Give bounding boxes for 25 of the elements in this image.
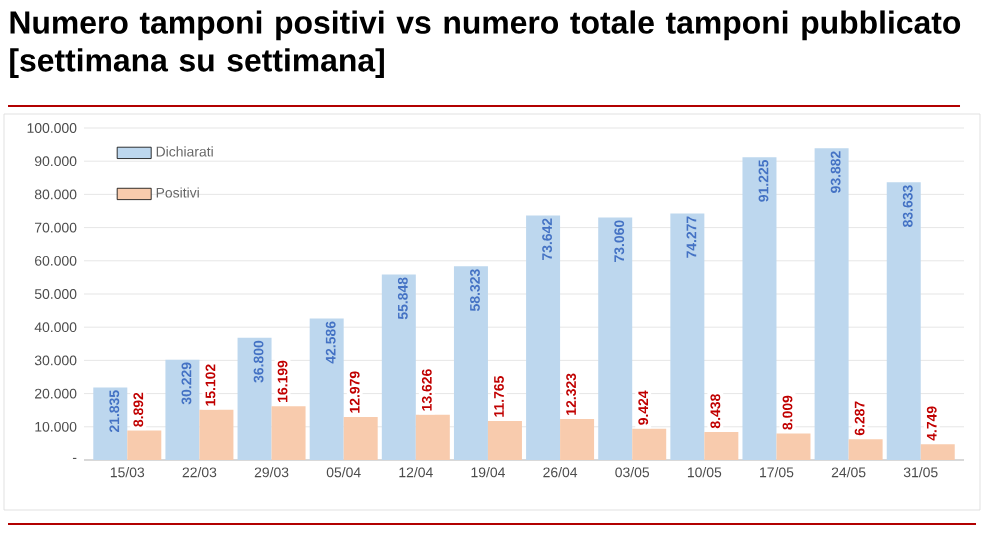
bar	[848, 439, 883, 460]
bar	[598, 217, 633, 460]
bar	[920, 444, 955, 460]
bar	[526, 215, 561, 460]
bar	[93, 387, 128, 460]
bar	[271, 406, 306, 460]
bar	[742, 157, 777, 460]
bar	[165, 359, 200, 460]
bar	[237, 337, 272, 460]
bar	[487, 420, 522, 460]
bar	[560, 419, 595, 460]
bar	[814, 148, 849, 460]
bar	[886, 182, 921, 460]
bar	[381, 274, 416, 460]
bar	[453, 266, 488, 460]
bar	[704, 431, 739, 460]
bar	[343, 416, 378, 460]
bar	[309, 318, 344, 460]
bar	[127, 430, 162, 460]
bar	[776, 433, 811, 460]
bar	[415, 414, 450, 460]
bar	[632, 428, 667, 460]
chart-title: Numero tamponi positivi vs numero totale tamponi pubblicato [settimana su settimana]	[10, 10, 961, 78]
bar	[199, 409, 234, 460]
bar	[670, 213, 705, 460]
